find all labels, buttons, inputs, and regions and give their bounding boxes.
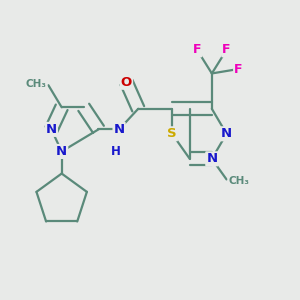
Text: F: F: [234, 62, 243, 76]
Text: F: F: [222, 44, 231, 56]
Text: CH₃: CH₃: [26, 79, 47, 89]
Text: N: N: [56, 145, 67, 158]
Text: F: F: [193, 44, 201, 56]
Text: H: H: [111, 145, 121, 158]
Text: N: N: [46, 123, 57, 136]
Text: N: N: [221, 127, 232, 140]
Text: S: S: [167, 127, 177, 140]
Text: CH₃: CH₃: [228, 176, 249, 186]
Text: N: N: [113, 123, 124, 136]
Text: O: O: [121, 76, 132, 89]
Text: N: N: [206, 152, 218, 165]
